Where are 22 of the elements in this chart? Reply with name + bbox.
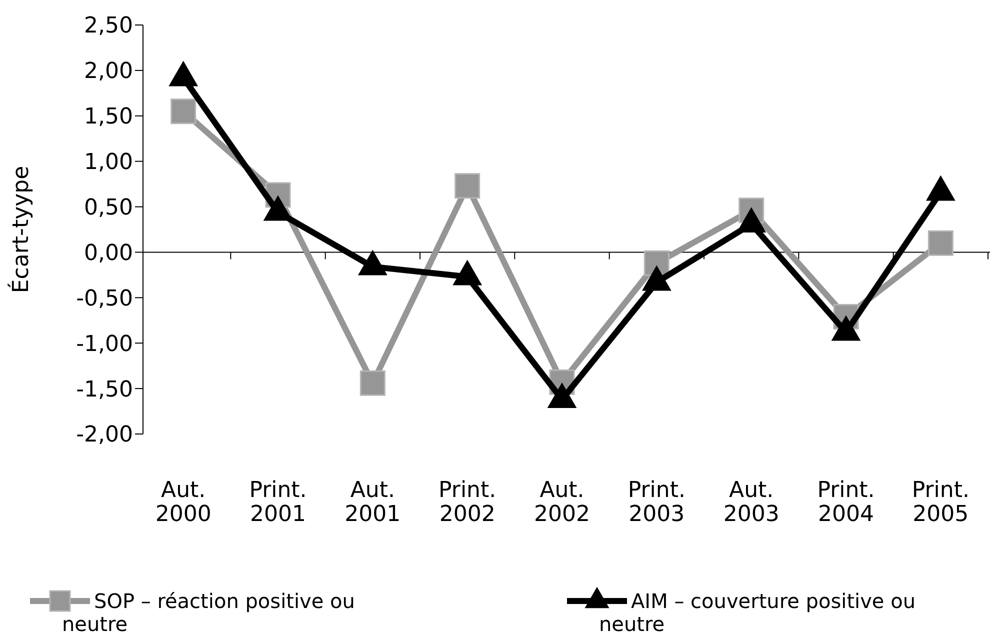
x-tick-label: Print. 2005 (912, 478, 970, 527)
y-tick-label: 0,00 (84, 240, 133, 266)
y-tick-label: -2,00 (76, 422, 133, 448)
x-tick-label: Aut. 2001 (344, 478, 401, 527)
x-tick-label: Aut. 2000 (155, 478, 212, 527)
y-tick-label: 2,00 (84, 59, 133, 84)
legend-label: AIM – couverture positive ou neutre (599, 589, 916, 636)
y-tick-label: -0,50 (76, 286, 133, 312)
x-tick-label: Print. 2003 (628, 478, 686, 527)
x-tick-label: Print. 2002 (438, 478, 496, 527)
x-tick-label: Print. 2004 (817, 478, 875, 527)
y-tick-label: 2,50 (84, 14, 133, 39)
legend-label: SOP – réaction positive ou neutre (62, 589, 355, 636)
y-tick-label: 1,00 (84, 150, 133, 176)
y-tick-label: -1,50 (76, 377, 133, 402)
y-tick-label: 0,50 (84, 195, 133, 220)
y-tick-label: 1,50 (84, 104, 133, 130)
y-axis-title: Écart-tyype (7, 166, 34, 294)
x-tick-label: Print. 2001 (249, 478, 307, 527)
x-tick-label: Aut. 2002 (534, 478, 590, 527)
x-tick-label: Aut. 2003 (723, 478, 780, 527)
y-tick-label: -1,00 (76, 332, 133, 357)
